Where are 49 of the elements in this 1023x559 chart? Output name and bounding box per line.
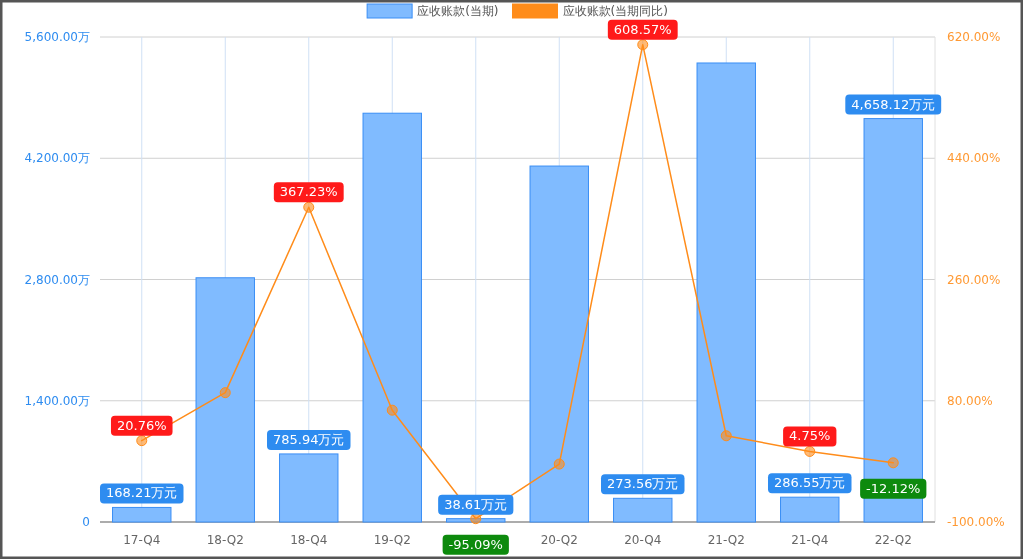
- x-tick-label: 19-Q2: [373, 533, 411, 547]
- y2-tick-label: 80.00%: [947, 393, 993, 408]
- x-tick-label: 21-Q4: [791, 533, 829, 547]
- y-tick-label: 4,200.00万: [24, 151, 90, 166]
- point: [470, 513, 482, 525]
- data-label: 785.94万元: [273, 431, 345, 447]
- data-label: -95.09%: [448, 536, 503, 552]
- y-tick-label: 5,600.00万: [24, 30, 90, 44]
- y2-tick-label: 620.00%: [947, 30, 1001, 44]
- bar: [696, 62, 756, 523]
- data-label: 4.75%: [789, 428, 831, 444]
- x-tick-label: 20-Q4: [624, 533, 662, 547]
- y-tick-label: 2,800.00万: [24, 272, 90, 287]
- point: [887, 457, 899, 469]
- data-label: 20.76%: [116, 417, 167, 433]
- data-label: 608.57%: [613, 21, 672, 37]
- x-tick-label: 17-Q4: [123, 533, 161, 547]
- x-tick-label: 22-Q2: [874, 533, 912, 547]
- bar: [446, 518, 506, 523]
- bar: [362, 112, 422, 523]
- data-label: 286.55万元: [774, 475, 846, 491]
- point: [804, 445, 816, 457]
- x-tick-label: 18-Q2: [206, 533, 244, 547]
- bar: [279, 453, 339, 523]
- y2-tick-label: 260.00%: [947, 272, 1001, 287]
- point: [303, 201, 315, 213]
- point: [386, 404, 398, 416]
- data-label: 273.56万元: [607, 476, 679, 492]
- data-label: 4,658.12万元: [851, 96, 936, 112]
- data-label: 168.21万元: [106, 485, 178, 501]
- point: [637, 39, 649, 51]
- legend-label: 应收账款(当期同比): [562, 4, 668, 18]
- x-tick-label: 20-Q2: [540, 533, 578, 547]
- bar: [195, 277, 255, 523]
- bar: [529, 165, 589, 523]
- x-tick-label: 21-Q2: [707, 533, 745, 547]
- point: [720, 430, 732, 442]
- data-label: 367.23%: [279, 184, 338, 200]
- y-tick-label: 0: [82, 515, 90, 529]
- point: [553, 458, 565, 470]
- point: [219, 387, 231, 399]
- data-label: 38.61万元: [444, 496, 508, 512]
- y2-tick-label: -100.00%: [947, 515, 1005, 529]
- y2-tick-label: 440.00%: [947, 151, 1001, 166]
- data-label: -12.12%: [866, 480, 921, 496]
- point: [136, 435, 148, 447]
- x-tick-label: 18-Q4: [290, 533, 328, 547]
- y-tick-label: 1,400.00万: [24, 393, 90, 408]
- legend-label: 应收账款(当期): [417, 4, 499, 18]
